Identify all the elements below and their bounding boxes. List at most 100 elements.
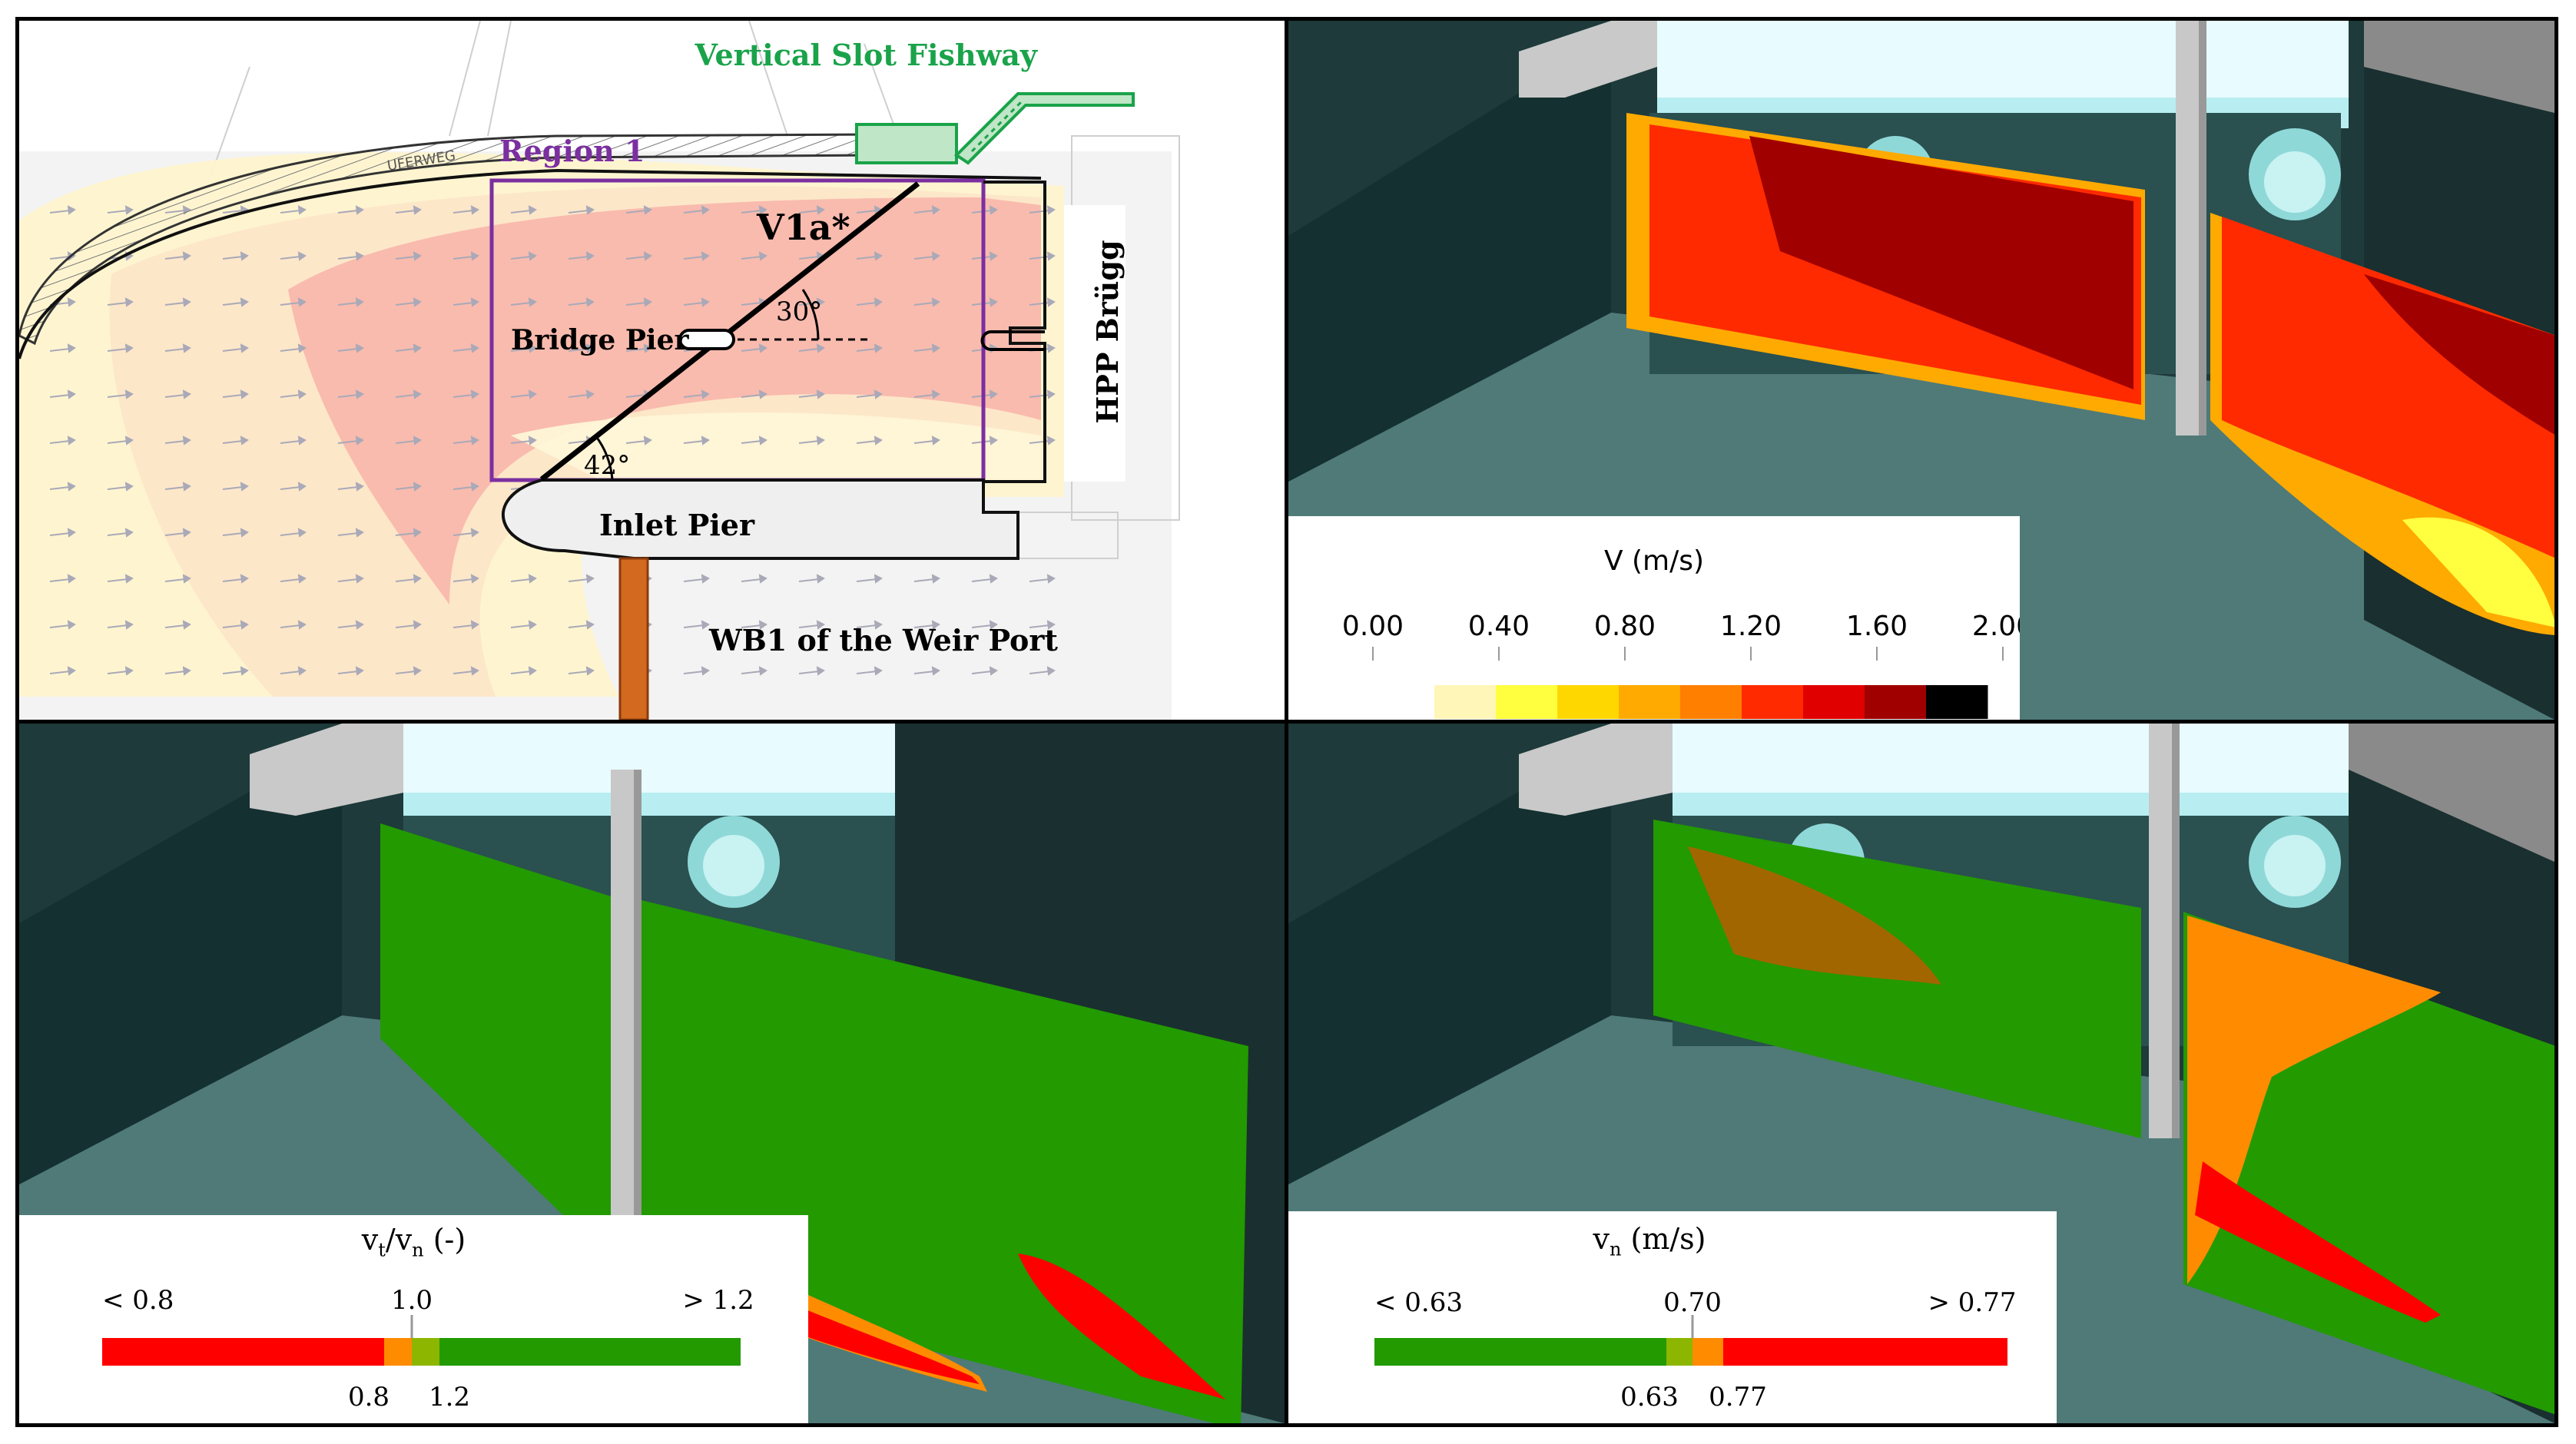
flow-arrow-head xyxy=(874,297,883,307)
flow-arrow xyxy=(164,624,186,628)
flow-arrow xyxy=(337,578,359,582)
flow-arrow xyxy=(625,394,647,398)
flow-arrow-head xyxy=(240,297,249,307)
flow-arrow-head xyxy=(297,482,307,492)
flow-arrow-head xyxy=(528,205,537,215)
flow-arrow xyxy=(107,624,128,628)
flow-arrow-head xyxy=(758,436,767,445)
flow-arrow xyxy=(453,256,474,260)
flow-arrow-head xyxy=(989,389,998,399)
flow-arrow-head xyxy=(470,205,479,215)
flow-arrow xyxy=(453,486,474,490)
flow-arrow xyxy=(510,394,532,398)
flow-arrow-head xyxy=(297,297,307,307)
flow-arrow-head xyxy=(816,297,825,307)
flow-arrow xyxy=(510,624,532,628)
flow-arrow-head xyxy=(355,436,364,445)
flow-arrow-head xyxy=(182,389,191,399)
flow-arrow-head xyxy=(124,343,134,353)
vn-label-mid: 0.70 xyxy=(1663,1287,1722,1318)
flow-arrow-head xyxy=(701,297,710,307)
flow-arrow xyxy=(510,302,532,306)
flow-arrow xyxy=(280,394,301,398)
flow-arrow-head xyxy=(297,666,307,676)
flow-arrow-head xyxy=(758,574,767,584)
flow-arrow-head xyxy=(124,528,134,538)
flow-arrow-head xyxy=(931,574,940,584)
flow-arrow-head xyxy=(989,620,998,630)
fishway-label: Vertical Slot Fishway xyxy=(695,38,1038,72)
flow-arrow-head xyxy=(585,343,595,353)
flow-arrow-head xyxy=(67,389,76,399)
flow-arrow xyxy=(280,210,301,214)
flow-arrow xyxy=(683,624,705,628)
flow-arrow-head xyxy=(240,436,249,445)
ratio-bar-high xyxy=(439,1338,741,1366)
flow-arrow xyxy=(395,578,416,582)
velocity-bar-segment xyxy=(1742,685,1804,719)
flow-arrow-head xyxy=(297,528,307,538)
flow-arrow-head xyxy=(989,666,998,676)
flow-arrow xyxy=(280,302,301,306)
flow-arrow-head xyxy=(413,205,422,215)
flow-arrow xyxy=(856,671,877,674)
flow-arrow xyxy=(222,671,244,674)
flow-arrow xyxy=(1029,624,1050,628)
flow-arrow-head xyxy=(585,574,595,584)
velocity-colorbar: 0.00 0.40 0.80 1.20 1.60 2.00 xyxy=(1342,611,2020,719)
flow-arrow xyxy=(164,256,186,260)
flow-arrow-head xyxy=(1046,436,1056,445)
region-label: Region 1 xyxy=(499,134,645,168)
fishway xyxy=(855,92,1135,165)
variant-label: V1a* xyxy=(756,207,850,248)
flow-arrow-head xyxy=(758,389,767,399)
flow-arrow-head xyxy=(182,574,191,584)
flow-arrow xyxy=(798,624,820,628)
flow-arrow-head xyxy=(297,436,307,445)
flow-arrow xyxy=(164,671,186,674)
flow-arrow xyxy=(856,578,877,582)
flow-arrow-head xyxy=(413,436,422,445)
flow-arrow-head xyxy=(701,436,710,445)
flow-arrow-head xyxy=(585,205,595,215)
flow-arrow xyxy=(798,348,820,352)
flow-arrow-head xyxy=(931,251,940,261)
flow-arrow-head xyxy=(124,620,134,630)
flow-arrow xyxy=(49,256,71,260)
flow-arrow-head xyxy=(240,620,249,630)
flow-arrow-head xyxy=(585,389,595,399)
flow-arrow xyxy=(280,486,301,490)
flow-arrow xyxy=(510,348,532,352)
flow-arrow-head xyxy=(643,251,652,261)
flow-arrow xyxy=(568,671,589,674)
flow-arrow-head xyxy=(874,343,883,353)
flow-arrow-head xyxy=(413,666,422,676)
flow-arrow xyxy=(625,440,647,444)
flow-arrow xyxy=(222,210,244,214)
flow-arrow xyxy=(222,348,244,352)
ratio-bar-low xyxy=(102,1338,384,1366)
flow-arrow-head xyxy=(528,389,537,399)
flow-arrow-head xyxy=(1046,389,1056,399)
flow-arrow xyxy=(49,532,71,536)
flow-arrow-head xyxy=(701,251,710,261)
flow-arrow xyxy=(683,578,705,582)
flow-arrow xyxy=(107,486,128,490)
velocity-bar-segment xyxy=(1803,685,1865,719)
flow-arrow xyxy=(164,394,186,398)
flow-arrow xyxy=(280,671,301,674)
vn-below-right: 0.77 xyxy=(1709,1382,1767,1413)
flow-arrow xyxy=(107,302,128,306)
flow-arrow-head xyxy=(297,389,307,399)
flow-arrow-head xyxy=(758,251,767,261)
flow-arrow xyxy=(337,440,359,444)
vn-label-high: > 0.77 xyxy=(1928,1287,2017,1318)
ratio-below-left: 0.8 xyxy=(348,1382,390,1413)
flow-arrow-head xyxy=(413,620,422,630)
flow-arrow xyxy=(395,256,416,260)
flow-arrow xyxy=(49,440,71,444)
flow-arrow-head xyxy=(874,620,883,630)
site-map-panel: UFERWEG Vertical Slot Fishway Region 1 V… xyxy=(19,21,1285,720)
velocity-legend: V (m/s) 0.00 0.40 0.80 1.20 1.60 2.00 xyxy=(1288,516,2020,720)
flow-arrow xyxy=(164,302,186,306)
